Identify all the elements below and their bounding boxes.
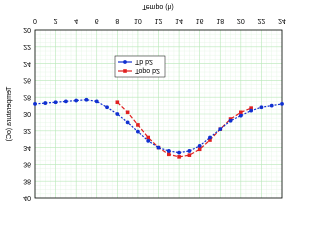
x-tick-label: 6	[95, 17, 99, 24]
data-point	[33, 102, 37, 106]
data-point	[249, 108, 254, 113]
data-point	[208, 138, 212, 142]
y-tick-label: 36	[23, 161, 31, 168]
y-tick-label: 40	[23, 194, 31, 201]
y-tick-label: 34	[23, 144, 31, 151]
data-point	[259, 105, 264, 110]
data-point	[115, 100, 120, 105]
data-point	[269, 103, 274, 108]
chart: Tempo (h) Temperatura (oC) 0 2 4 6 8 10 12 14 16…	[6, 3, 286, 201]
legend-marker	[123, 60, 127, 64]
data-point	[197, 147, 202, 152]
data-point	[228, 118, 233, 123]
data-point	[63, 99, 68, 104]
data-point	[146, 135, 151, 140]
x-tick-label: 24	[278, 17, 286, 24]
data-point	[218, 127, 223, 132]
data-point	[125, 110, 130, 115]
y-tick-label: 30	[23, 110, 31, 117]
data-point	[136, 129, 140, 134]
data-point	[197, 144, 202, 148]
y-tick-label: 22	[23, 43, 31, 50]
data-point	[280, 102, 284, 106]
data-point	[239, 110, 243, 115]
x-axis-title: Tempo (h)	[142, 3, 174, 10]
legend-marker	[123, 69, 127, 73]
data-point	[238, 113, 243, 118]
y-tick-label: 26	[23, 77, 31, 84]
x-tick-label: 20	[237, 17, 245, 24]
y-tick-label: 28	[23, 93, 31, 100]
data-point	[156, 145, 161, 150]
x-tick-label: 18	[216, 17, 224, 24]
data-point	[43, 101, 48, 105]
data-point	[94, 99, 99, 104]
legend-label: Topo b2	[135, 67, 160, 74]
data-point	[249, 106, 253, 110]
x-tick-label: 4	[74, 17, 78, 24]
data-point	[187, 149, 192, 153]
data-point	[177, 155, 181, 159]
y-axis-title: Temperatura (oC)	[6, 87, 13, 142]
data-point	[146, 138, 151, 143]
y-tick-label: 24	[23, 60, 31, 67]
data-point	[74, 98, 79, 103]
plot-frame	[34, 29, 283, 199]
data-point	[166, 152, 171, 157]
x-tick-label: 8	[115, 17, 119, 24]
data-point	[125, 120, 130, 125]
y-tick-label: 32	[23, 127, 31, 134]
x-tick-label: 12	[155, 17, 163, 24]
legend-label: Tb b2	[135, 58, 153, 65]
data-point	[105, 105, 109, 110]
data-point	[84, 97, 89, 102]
x-tick-label: 10	[134, 17, 142, 24]
legend-box	[114, 55, 166, 78]
x-tick-label: 14	[175, 17, 183, 24]
data-point	[53, 100, 58, 105]
data-point	[187, 153, 192, 157]
x-tick-label: 16	[196, 17, 204, 24]
data-point	[115, 112, 120, 116]
x-tick-label: 22	[258, 17, 266, 24]
data-point	[208, 135, 212, 140]
y-tick-label: 20	[23, 26, 31, 33]
data-point	[177, 150, 181, 155]
y-tick-label: 38	[23, 177, 31, 184]
data-point	[136, 123, 140, 127]
x-tick-label: 0	[33, 17, 37, 24]
data-point	[166, 149, 171, 153]
x-tick-label: 2	[54, 17, 58, 24]
